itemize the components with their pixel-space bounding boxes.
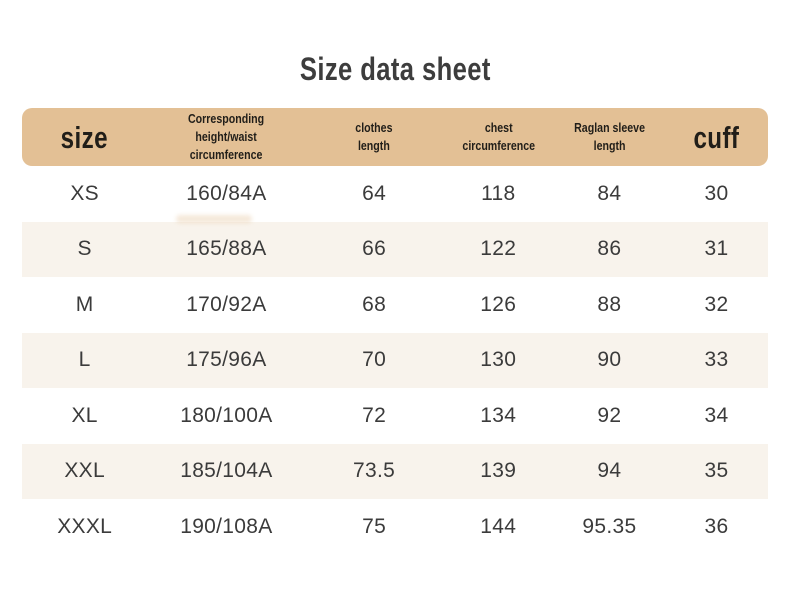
column-header-chest-label: chest circumference	[461, 120, 535, 153]
size-table: size Corresponding height/waist circumfe…	[22, 108, 768, 555]
watermark-smudge	[176, 215, 252, 223]
size-cell: S	[77, 237, 92, 261]
chest-cell: 130	[480, 348, 517, 372]
table-row: XL 180/100A 72 134 92 34	[22, 388, 768, 444]
size-cell: M	[75, 292, 94, 316]
clothes-length-cell: 68	[362, 292, 387, 316]
table-row: XXL 185/104A 73.5 139 94 35	[22, 443, 768, 499]
column-header-size-label: size	[61, 119, 109, 155]
clothes-length-cell: 70	[362, 348, 387, 372]
cuff-cell: 35	[704, 459, 729, 483]
raglan-cell: 94	[597, 459, 622, 483]
height-waist-cell: 175/96A	[186, 348, 267, 372]
table-row: M 170/92A 68 126 88 32	[22, 277, 768, 333]
clothes-length-cell: 64	[362, 181, 387, 205]
column-header-height-waist-label: Corresponding height/waist circumference	[188, 111, 265, 163]
chest-cell: 144	[480, 514, 517, 538]
column-header-raglan-label: Raglan sleeve length	[573, 120, 645, 153]
chest-cell: 134	[480, 403, 517, 427]
raglan-cell: 92	[597, 403, 622, 427]
size-cell: XXXL	[57, 514, 113, 538]
raglan-cell: 95.35	[582, 514, 637, 538]
height-waist-cell: 160/84A	[186, 181, 267, 205]
raglan-cell: 90	[597, 348, 622, 372]
size-cell: XL	[71, 403, 98, 427]
chest-cell: 126	[480, 292, 517, 316]
height-waist-cell: 170/92A	[186, 292, 267, 316]
column-header-clothes-length-label: clothes length	[355, 120, 393, 153]
column-header-clothes-length: clothes length	[305, 108, 442, 166]
size-cell: XS	[70, 181, 99, 205]
cuff-cell: 30	[704, 181, 729, 205]
cuff-cell: 33	[704, 348, 729, 372]
cuff-cell: 31	[704, 237, 729, 261]
chest-cell: 139	[480, 459, 517, 483]
column-header-height-waist: Corresponding height/waist circumference	[147, 108, 305, 166]
height-waist-cell: 165/88A	[186, 237, 267, 261]
height-waist-cell: 190/108A	[180, 514, 273, 538]
cuff-cell: 32	[704, 292, 729, 316]
clothes-length-cell: 66	[362, 237, 387, 261]
column-header-raglan: Raglan sleeve length	[554, 108, 665, 166]
table-header-row: size Corresponding height/waist circumfe…	[22, 108, 768, 166]
clothes-length-cell: 73.5	[353, 459, 396, 483]
column-header-cuff-label: cuff	[693, 119, 740, 155]
page-title: Size data sheet	[299, 51, 491, 87]
column-header-chest: chest circumference	[443, 108, 554, 166]
height-waist-cell: 185/104A	[180, 459, 273, 483]
table-row: XS 160/84A 64 118 84 30	[22, 166, 768, 222]
size-cell: XXL	[64, 459, 105, 483]
clothes-length-cell: 72	[362, 403, 387, 427]
clothes-length-cell: 75	[362, 514, 387, 538]
table-row: L 175/96A 70 130 90 33	[22, 332, 768, 388]
table-row: S 165/88A 66 122 86 31	[22, 221, 768, 277]
chest-cell: 118	[481, 181, 516, 205]
column-header-size: size	[22, 108, 147, 166]
raglan-cell: 88	[597, 292, 622, 316]
size-cell: L	[78, 348, 91, 372]
cuff-cell: 34	[704, 403, 729, 427]
table-row: XXXL 190/108A 75 144 95.35 36	[22, 499, 768, 555]
column-header-cuff: cuff	[665, 108, 768, 166]
cuff-cell: 36	[704, 514, 729, 538]
raglan-cell: 86	[597, 237, 622, 261]
chest-cell: 122	[480, 237, 517, 261]
height-waist-cell: 180/100A	[180, 403, 273, 427]
raglan-cell: 84	[597, 181, 622, 205]
page-title-container: Size data sheet	[0, 51, 790, 88]
